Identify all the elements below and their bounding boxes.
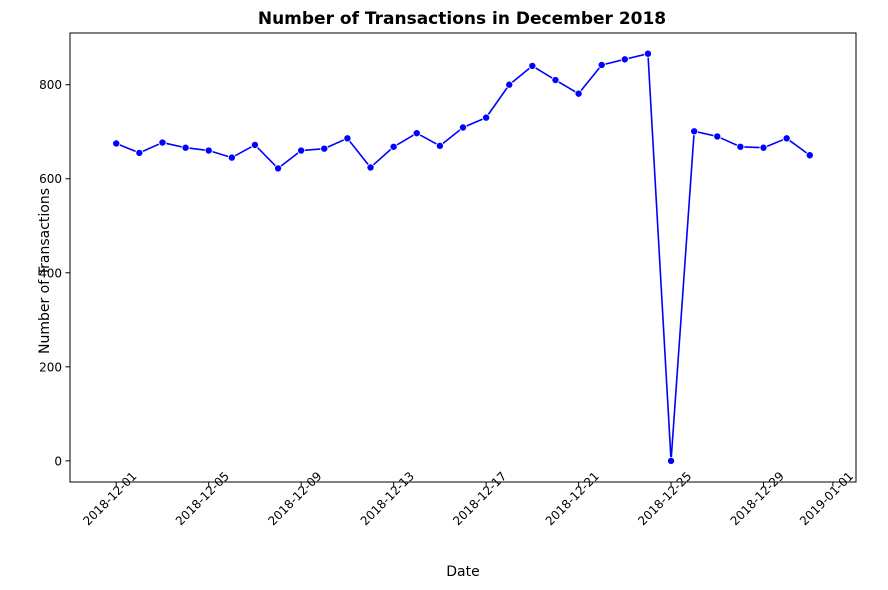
data-point — [274, 164, 283, 173]
data-point — [782, 134, 791, 143]
data-point — [435, 141, 444, 150]
data-point — [574, 89, 583, 98]
data-point — [320, 144, 329, 153]
x-tick-label: 2018-12-29 — [728, 469, 787, 528]
data-point — [250, 140, 259, 149]
y-tick-label: 200 — [39, 360, 62, 374]
data-point — [667, 456, 676, 465]
y-tick-label: 600 — [39, 172, 62, 186]
x-tick-label: 2018-12-13 — [358, 469, 417, 528]
x-axis-title: Date — [446, 564, 479, 580]
data-point — [343, 134, 352, 143]
data-point — [458, 123, 467, 132]
y-tick-label: 0 — [54, 454, 62, 468]
data-point — [736, 142, 745, 151]
x-tick-label: 2018-12-05 — [173, 469, 232, 528]
x-tick-label: 2018-12-17 — [450, 469, 509, 528]
data-point — [551, 76, 560, 85]
data-point — [412, 129, 421, 138]
x-tick-label: 2018-12-25 — [635, 469, 694, 528]
data-point — [366, 163, 375, 172]
data-point — [690, 127, 699, 136]
axes-frame — [69, 32, 857, 483]
x-tick-label: 2018-12-21 — [543, 469, 602, 528]
data-point — [204, 146, 213, 155]
x-tick-label: 2019-01-01 — [797, 469, 856, 528]
x-tick-label: 2018-12-01 — [80, 469, 139, 528]
y-tick-label: 400 — [39, 266, 62, 280]
data-point — [713, 132, 722, 141]
series-line — [115, 52, 811, 462]
data-point — [389, 142, 398, 151]
data-point — [620, 55, 629, 64]
data-point — [112, 139, 121, 148]
data-point — [227, 153, 236, 162]
data-point — [158, 138, 167, 147]
data-point — [643, 49, 652, 58]
data-point — [805, 151, 814, 160]
data-point — [597, 60, 606, 69]
data-point — [135, 148, 144, 157]
data-point — [759, 143, 768, 152]
plot-area: 0 200 400 600 800 2018-12-01 2018-12-05 2018-12… — [39, 32, 857, 528]
data-point — [528, 61, 537, 70]
y-tick-label: 800 — [39, 78, 62, 92]
data-point — [181, 143, 190, 152]
data-point — [505, 80, 514, 89]
x-tick-label: 2018-12-09 — [265, 469, 324, 528]
data-point — [482, 113, 491, 122]
chart-title: Number of Transactions in December 2018 — [258, 9, 666, 29]
data-point — [297, 146, 306, 155]
y-axis-title: Number of Transactions — [37, 188, 53, 354]
